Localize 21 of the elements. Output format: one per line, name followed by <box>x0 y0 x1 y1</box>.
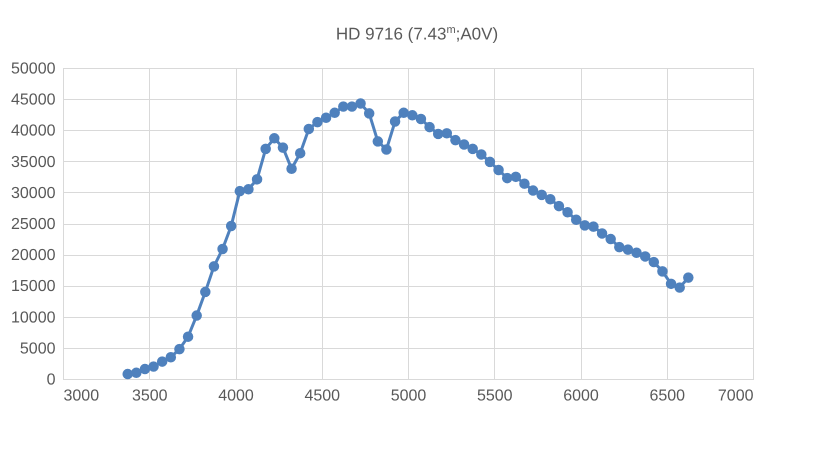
x-tick-label: 5000 <box>390 388 426 404</box>
x-tick-label: 3000 <box>64 388 100 404</box>
x-tick-label: 6000 <box>563 388 599 404</box>
y-tick-label: 10000 <box>11 309 56 326</box>
x-tick-label: 4000 <box>218 388 254 404</box>
y-tick-label: 35000 <box>11 154 56 171</box>
y-tick-label: 25000 <box>11 216 56 233</box>
y-tick-label: 20000 <box>11 247 56 264</box>
y-tick-label: 40000 <box>11 122 56 140</box>
y-tick-label: 50000 <box>11 60 56 78</box>
x-tick-label: 6500 <box>649 388 686 404</box>
x-tick-label: 3500 <box>132 388 168 404</box>
y-tick-label: 5000 <box>20 340 56 358</box>
y-tick-label: 15000 <box>11 278 56 296</box>
y-tick-label: 30000 <box>11 184 56 202</box>
x-tick-label: 5500 <box>476 388 513 404</box>
y-tick-label: 0 <box>46 372 56 388</box>
x-tick-label: 4500 <box>304 388 340 404</box>
x-tick-label: 7000 <box>718 388 754 404</box>
chart-title: HD 9716 (7.43$^{m}$;A0V) <box>334 24 500 46</box>
y-tick-label: 45000 <box>11 92 56 109</box>
